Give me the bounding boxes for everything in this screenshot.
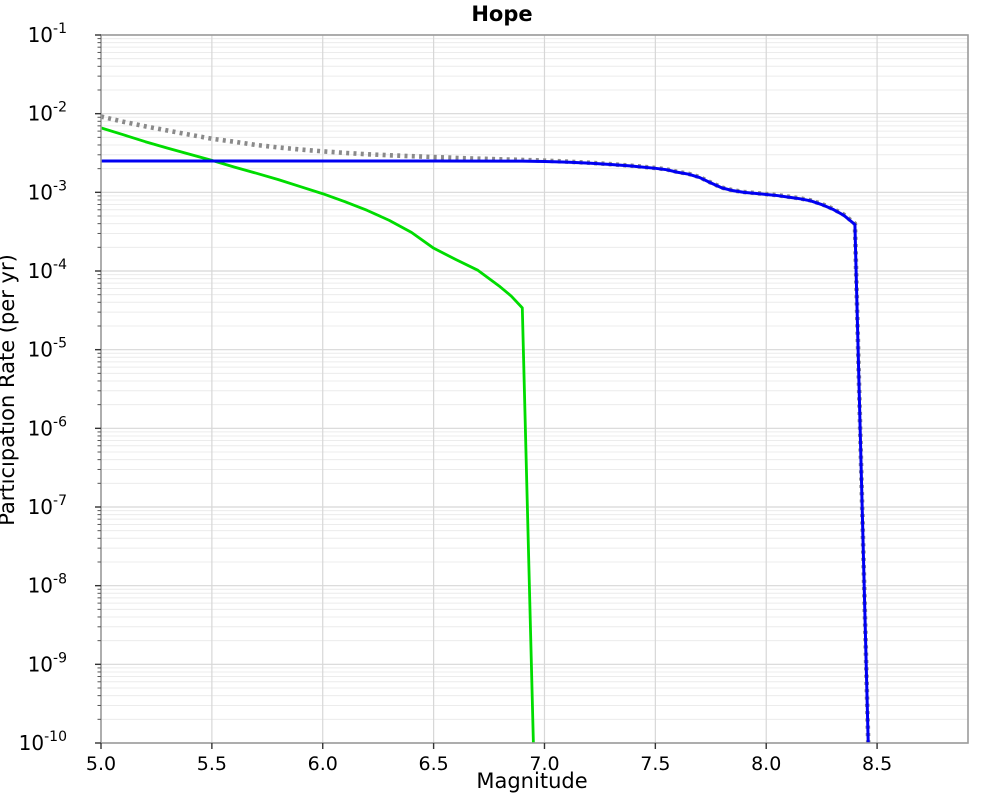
x-tick-label: 8.5 xyxy=(862,753,892,775)
y-tick-label: 10-2 xyxy=(28,100,67,126)
x-tick-label: 6.0 xyxy=(308,753,338,775)
x-axis-label: Magnitude xyxy=(476,769,588,793)
series-blue-branch-rate xyxy=(101,159,870,743)
y-axis-label: Participation Rate (per yr) xyxy=(0,254,19,526)
y-tick-label: 10-8 xyxy=(28,572,67,598)
x-tick-label: 6.5 xyxy=(418,753,448,775)
y-tick-label: 10-10 xyxy=(19,729,67,755)
x-tick-label: 7.0 xyxy=(529,753,559,775)
series-green-branch-rate xyxy=(101,126,535,743)
x-tick-label: 5.5 xyxy=(197,753,227,775)
plot-border xyxy=(100,34,969,744)
y-tick-label: 10-9 xyxy=(28,650,67,676)
y-tick-label: 10-4 xyxy=(28,257,68,283)
y-tick-label: 10-3 xyxy=(28,178,67,204)
x-tick-label: 8.0 xyxy=(751,753,781,775)
x-tick-label: 5.0 xyxy=(86,753,116,775)
y-tick-label: 10-5 xyxy=(28,336,67,362)
plot-background xyxy=(101,35,968,743)
chart-title: Hope xyxy=(471,2,533,26)
y-tick-label: 10-7 xyxy=(28,493,67,519)
y-tick-label: 10-1 xyxy=(28,21,67,47)
y-tick-label: 10-6 xyxy=(28,414,68,440)
x-tick-label: 7.5 xyxy=(640,753,670,775)
